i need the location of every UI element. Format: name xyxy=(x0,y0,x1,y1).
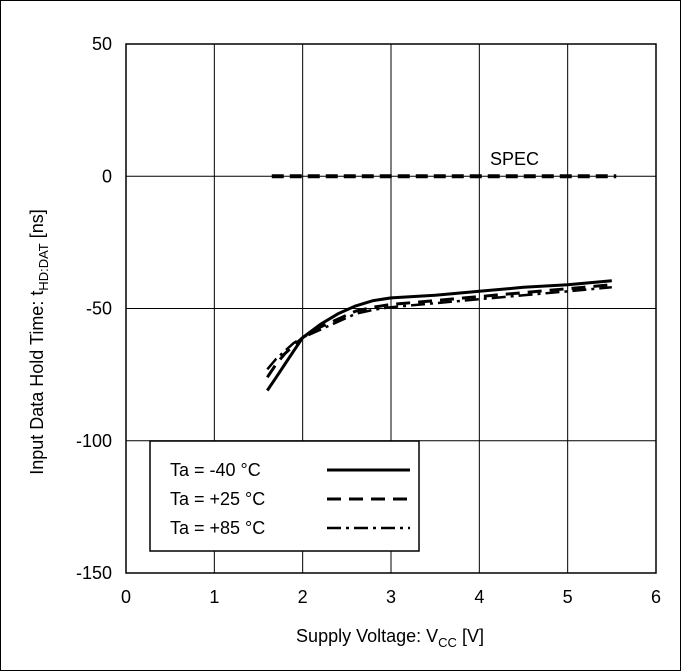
x-tick-label-3: 3 xyxy=(386,587,396,607)
y-tick-label-3: -100 xyxy=(76,431,112,451)
series-group xyxy=(266,279,612,392)
x-tick-label-1: 1 xyxy=(209,587,219,607)
x-tick-label-2: 2 xyxy=(298,587,308,607)
legend-box xyxy=(149,440,420,552)
x-tick-label-6: 6 xyxy=(651,587,661,607)
y-tick-label-0: 50 xyxy=(92,34,112,54)
x-tick-label-0: 0 xyxy=(121,587,131,607)
x-tick-label-5: 5 xyxy=(563,587,573,607)
y-tick-label-2: -50 xyxy=(86,299,112,319)
legend-label-3: Ta = +85 °C xyxy=(170,518,265,538)
y-tick-label-4: -150 xyxy=(76,563,112,583)
x-tick-label-4: 4 xyxy=(474,587,484,607)
series-line-3 xyxy=(266,286,612,371)
legend: Ta = -40 °C Ta = +25 °C Ta = +85 °C xyxy=(149,440,420,552)
x-axis-title: Supply Voltage: VCC [V] xyxy=(296,626,484,650)
y-tick-label-1: 0 xyxy=(102,166,112,186)
spec-label: SPEC xyxy=(490,149,539,169)
series-line-2 xyxy=(266,283,612,379)
y-axis-title: Input Data Hold Time: tHD:DAT [ns] xyxy=(27,209,51,475)
series-line-1 xyxy=(266,279,612,392)
tick-labels: 0 1 2 3 4 5 6 50 0 -50 -100 -150 xyxy=(76,34,661,607)
plot-area-border xyxy=(125,43,657,574)
legend-label-2: Ta = +25 °C xyxy=(170,489,265,509)
legend-label-1: Ta = -40 °C xyxy=(170,460,261,480)
